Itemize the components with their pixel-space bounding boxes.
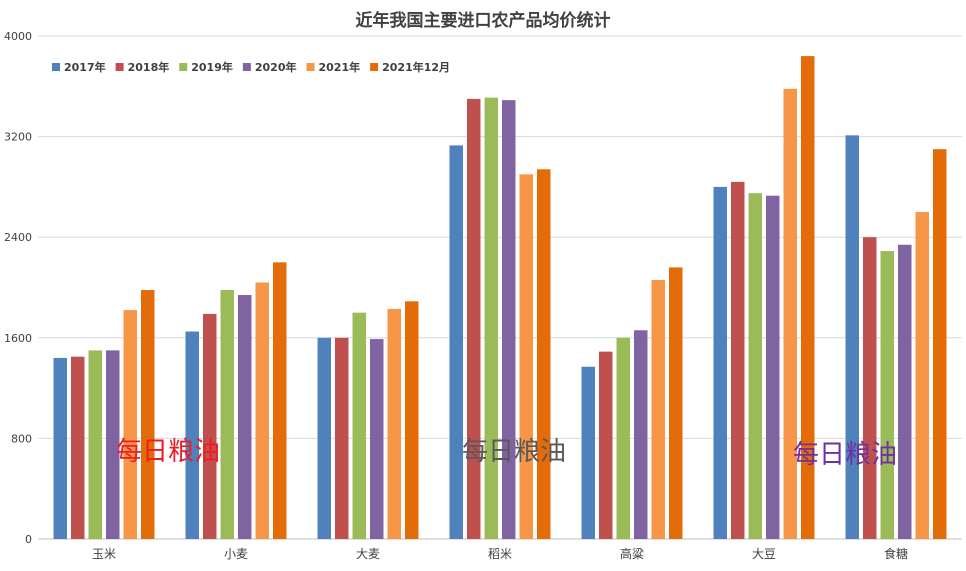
legend-swatch [306,63,315,71]
bar [255,282,269,539]
bar [713,186,727,539]
bar [370,339,384,539]
bar [863,237,877,539]
legend: 2017年 2018年 2019年 2020年 2021年 2021年12月 [52,60,450,74]
bar [123,310,137,539]
x-tick-label: 玉米 [92,547,116,561]
bar [599,351,613,539]
bar [783,88,797,539]
bar [616,337,630,539]
y-tick-label: 4000 [4,30,32,43]
bar [669,267,683,539]
y-tick-label: 1600 [4,332,32,345]
bar [352,312,366,539]
bar [387,308,401,539]
y-tick-label: 2400 [4,231,32,244]
bar [933,149,947,540]
legend-swatch [52,63,60,71]
watermark-1: 每日粮油 [116,437,220,467]
bar [238,295,252,539]
bar [845,135,859,539]
bars [53,56,947,540]
bar [53,357,67,539]
watermark-3: 每日粮油 [793,440,897,470]
y-tick-label: 0 [25,533,32,546]
legend-label: 2020年 [255,60,297,74]
x-tick-label: 高粱 [620,546,644,561]
bar [141,290,155,539]
bar [185,331,199,539]
x-tick-label: 食糖 [884,546,908,561]
bar [581,366,595,539]
chart-title: 近年我国主要进口农产品均价统计 [356,10,611,31]
bar [317,337,331,539]
bar [766,195,780,539]
bar [801,56,815,540]
y-tick-label: 800 [11,432,32,445]
bar [502,100,516,539]
bar [106,350,120,539]
bar [335,337,349,539]
bar [634,330,648,539]
legend-swatch [242,63,251,71]
legend-label: 2021年 [319,60,361,74]
bar [915,212,929,540]
y-tick-label: 3200 [4,131,32,144]
legend-label: 2018年 [128,60,170,74]
bar [273,262,287,539]
bar [203,313,217,539]
legend-swatch [370,63,379,71]
bar [880,251,894,539]
x-tick-label: 稻米 [488,547,512,561]
bar [220,290,234,539]
bar [731,181,745,539]
x-axis-labels: 玉米 小麦 大麦 稻米 高粱 大豆 食糖 [92,546,908,561]
bar [519,174,533,539]
bar [748,193,762,539]
legend-label: 2019年 [191,60,233,74]
watermark-2: 每日粮油 [462,437,566,467]
y-axis-ticks: 0 800 1600 2400 3200 4000 [4,30,32,546]
legend-label: 2021年12月 [382,60,450,74]
bar [898,244,912,539]
bar [537,169,551,540]
bar [467,98,481,539]
legend-swatch [179,63,188,71]
bar [405,301,419,539]
x-tick-label: 大麦 [356,547,380,561]
legend-label: 2017年 [64,60,106,74]
bar [71,356,85,539]
x-tick-label: 大豆 [752,547,776,561]
bar [88,350,102,539]
bar [651,279,665,539]
bar [449,145,463,539]
bar [484,97,498,540]
x-tick-label: 小麦 [224,547,248,561]
legend-swatch [115,63,124,71]
